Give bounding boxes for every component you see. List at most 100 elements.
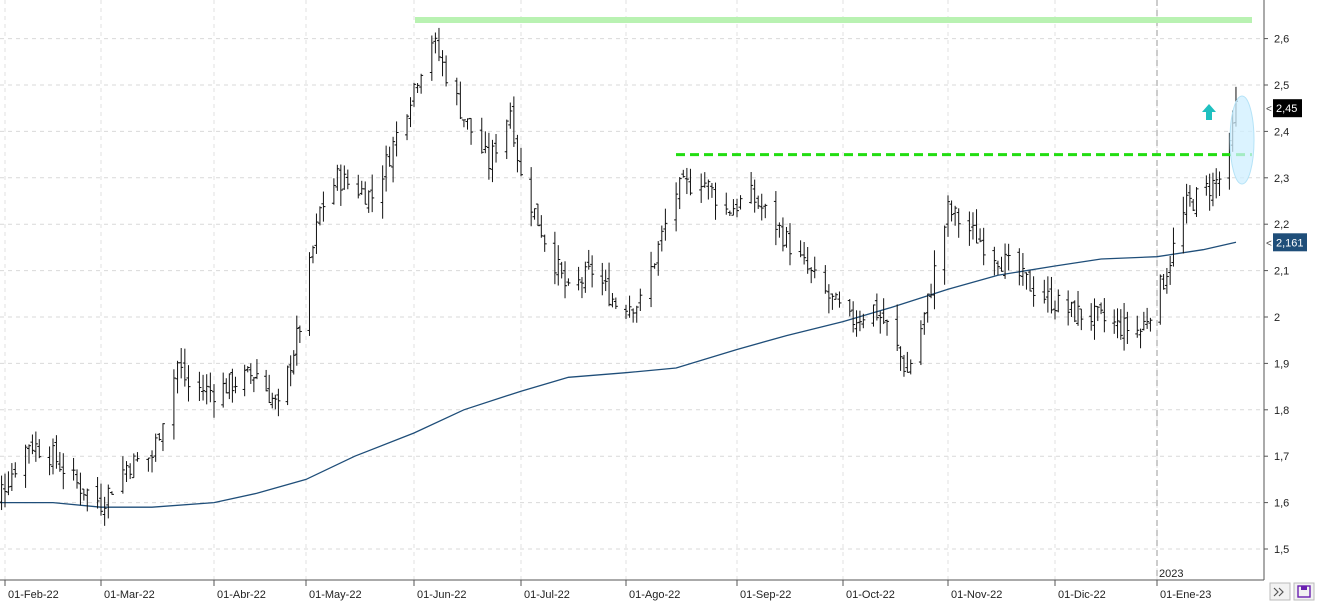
ohlc-bar — [1006, 243, 1011, 271]
ohlc-bar — [469, 117, 474, 145]
x-tick-label: 01-Oct-22 — [846, 589, 895, 601]
ohlc-bar — [878, 311, 883, 334]
moving-average-label: 2,161 — [1276, 237, 1304, 249]
ohlc-bar — [1181, 196, 1186, 254]
x-tick-label: 01-Feb-22 — [8, 589, 59, 601]
support-resistance-lines — [415, 17, 1255, 185]
ohlc-bar — [780, 217, 785, 252]
ohlc-bar — [752, 179, 757, 213]
ohlc-bar — [128, 463, 133, 480]
ohlc-bar — [731, 199, 736, 216]
ohlc-bar — [1042, 279, 1047, 304]
ohlc-bar — [624, 304, 628, 320]
ohlc-bar — [61, 453, 66, 490]
ohlc-bar — [412, 82, 416, 107]
y-tick-label: 2,1 — [1274, 266, 1289, 278]
ohlc-bar — [483, 131, 488, 154]
ohlc-bar — [854, 310, 859, 337]
ohlc-bar — [0, 475, 4, 511]
ohlc-bar — [1122, 302, 1127, 351]
ohlc-bar — [949, 200, 954, 222]
ohlc-bar — [798, 240, 803, 258]
ohlc-bar — [359, 180, 364, 195]
ohlc-bar — [433, 32, 438, 54]
ohlc-bar — [508, 102, 513, 129]
ohlc-bar — [245, 366, 250, 373]
ohlc-bar — [95, 477, 100, 509]
ohlc-bar — [197, 371, 202, 402]
ohlc-bar — [749, 171, 754, 204]
ohlc-bar — [738, 195, 743, 210]
ohlc-bar — [1217, 171, 1222, 196]
ohlc-bar — [992, 246, 997, 276]
ohlc-bar — [970, 212, 975, 240]
ohlc-bar — [458, 81, 463, 120]
ohlc-bar — [981, 227, 986, 266]
ohlc-bar — [270, 392, 275, 409]
ohlc-bar — [408, 97, 413, 128]
ohlc-bar — [709, 182, 714, 198]
ohlc-bar — [515, 134, 520, 173]
ohlc-bar — [415, 83, 420, 93]
ohlc-bar — [288, 355, 293, 387]
ohlc-bar — [146, 457, 151, 472]
x-tick-label: 01-Mar-22 — [104, 589, 155, 601]
ohlc-bar — [677, 177, 682, 210]
ohlc-bar — [805, 246, 810, 274]
last-price-marker: 2,45 < — [1266, 99, 1302, 118]
ohlc-bar — [47, 446, 52, 476]
ohlc-bar — [566, 278, 571, 286]
ohlc-bar — [285, 365, 290, 406]
ohlc-bar — [436, 27, 441, 62]
ohlc-bar — [631, 308, 636, 323]
ohlc-bar — [1031, 276, 1036, 307]
ohlc-bar — [486, 132, 491, 180]
ohlc-bar — [1171, 227, 1176, 267]
ohlc-bar — [542, 234, 547, 252]
ohlc-bar — [297, 325, 302, 343]
x-tick-label: 01-Nov-22 — [951, 589, 1002, 601]
ohlc-bar — [1207, 173, 1212, 211]
ohlc-bar — [248, 363, 253, 384]
save-button[interactable] — [1293, 582, 1315, 601]
ohlc-bar — [1115, 308, 1120, 339]
ohlc-bar — [1049, 276, 1054, 314]
ohlc-bar — [338, 164, 343, 206]
ohlc-bar — [186, 365, 191, 402]
ohlc-bar — [1020, 253, 1025, 286]
ohlc-bar — [227, 373, 232, 400]
ohlc-bar — [1045, 276, 1050, 313]
ohlc-bar — [1069, 301, 1074, 318]
ohlc-bar — [942, 225, 947, 285]
y-tick-label: 1,8 — [1274, 405, 1289, 417]
ohlc-bar — [109, 491, 114, 495]
ohlc-bar — [124, 461, 129, 483]
ohlc-bar — [922, 312, 927, 335]
ohlc-bar — [1191, 199, 1196, 212]
ohlc-bar — [454, 77, 459, 106]
ohlc-bar — [932, 250, 937, 310]
ohlc-bar — [254, 359, 259, 380]
y-tick-label: 2,4 — [1274, 126, 1289, 138]
chart-toolbar[interactable] — [1269, 582, 1315, 601]
ohlc-bar — [224, 378, 229, 394]
y-tick-label: 2,6 — [1274, 34, 1289, 46]
scroll-right-button[interactable] — [1269, 582, 1291, 601]
x-tick-label: 01-May-22 — [309, 589, 362, 601]
y-tick-label: 2,5 — [1274, 80, 1289, 92]
ohlc-bar — [586, 249, 591, 270]
ohlc-bar — [1095, 306, 1100, 322]
ohlc-bar — [363, 181, 368, 205]
ohlc-bar — [613, 297, 618, 310]
y-tick-label: 1,5 — [1274, 544, 1289, 556]
ohlc-bar — [317, 206, 322, 226]
ohlc-bar — [590, 255, 595, 288]
ohlc-bar — [242, 364, 247, 397]
ohlc-bar — [157, 433, 162, 441]
ohlc-bar — [291, 350, 296, 375]
ohlc-bar — [1072, 300, 1077, 323]
ohlc-bar — [610, 293, 615, 308]
ohlc-bar — [688, 168, 693, 196]
ohlc-bar — [511, 96, 516, 147]
